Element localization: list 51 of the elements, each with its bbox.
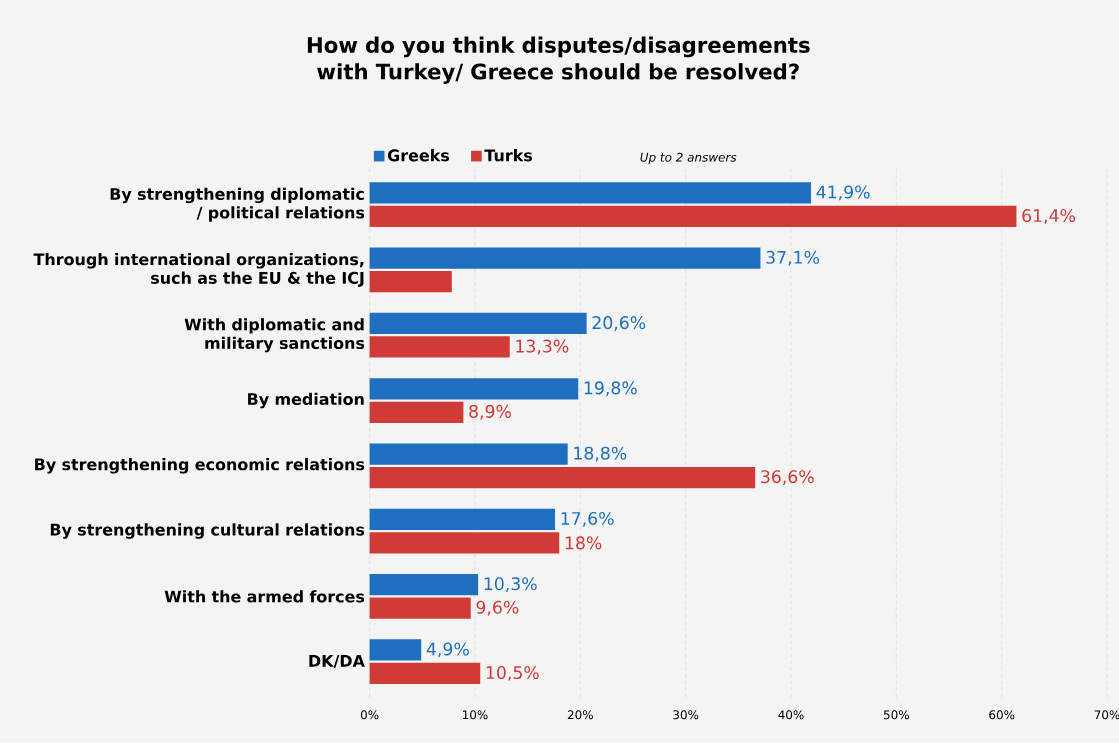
- bar: [369, 401, 464, 424]
- data-label: 4,9%: [426, 642, 469, 658]
- bar: [369, 182, 812, 204]
- bar: [369, 205, 1017, 228]
- data-label: 17,6%: [561, 512, 614, 527]
- bar: [369, 532, 560, 554]
- chart-title: How do you think disputes/disagreements with Turkey/ Greece should be resolved?: [307, 36, 810, 85]
- data-label: 20,6%: [592, 316, 646, 332]
- bar: [369, 662, 481, 685]
- y-tick-label: Through international organizations, such as the EU & the ICJ: [33, 253, 364, 288]
- legend-label: Turks: [484, 149, 533, 162]
- x-tick-label: 30%: [673, 710, 699, 720]
- bar: [369, 271, 452, 293]
- x-tick-label: 0%: [360, 710, 379, 720]
- data-label: 9,6%: [476, 600, 519, 616]
- bar: [369, 574, 479, 596]
- data-label: 36,6%: [761, 470, 814, 486]
- data-label: 8,9%: [469, 404, 511, 420]
- data-label: 13,3%: [516, 339, 569, 355]
- bar: [369, 639, 422, 661]
- y-tick-label: With the armed forces: [164, 590, 365, 603]
- bar: [369, 312, 587, 335]
- data-label: 41,9%: [816, 185, 870, 201]
- x-tick-label: 70%: [1094, 710, 1119, 720]
- bar: [369, 336, 510, 358]
- y-tick-label: By strengthening diplomatic / political relations: [110, 187, 365, 222]
- bar: [369, 247, 761, 269]
- y-tick-label: By strengthening cultural relations: [50, 523, 365, 539]
- x-tick-label: 10%: [462, 710, 488, 720]
- x-tick-label: 50%: [883, 710, 909, 720]
- x-tick-label: 60%: [989, 710, 1015, 720]
- bar: [369, 597, 471, 619]
- bar: [369, 467, 756, 489]
- y-tick-label: DK/DA: [309, 655, 365, 669]
- x-tick-label: 40%: [778, 710, 804, 720]
- data-label: 10,5%: [486, 666, 539, 681]
- x-tick-label: 20%: [567, 710, 593, 720]
- bar: [369, 508, 556, 531]
- y-tick-label: With diplomatic and military sanctions: [184, 318, 365, 353]
- data-label: 18%: [565, 536, 602, 550]
- data-label: 18,8%: [574, 446, 627, 462]
- bar: [369, 443, 568, 465]
- data-label: 19,8%: [584, 381, 637, 397]
- y-tick-label: By mediation: [248, 392, 364, 409]
- data-label: 10,3%: [484, 577, 537, 593]
- data-label: 37,1%: [766, 250, 820, 266]
- bar: [369, 378, 579, 400]
- legend-label: Greeks: [387, 149, 450, 162]
- text: Up to 2 answers: [640, 152, 737, 165]
- y-tick-label: By strengthening economic relations: [35, 458, 365, 474]
- data-label: 61,4%: [1022, 209, 1076, 224]
